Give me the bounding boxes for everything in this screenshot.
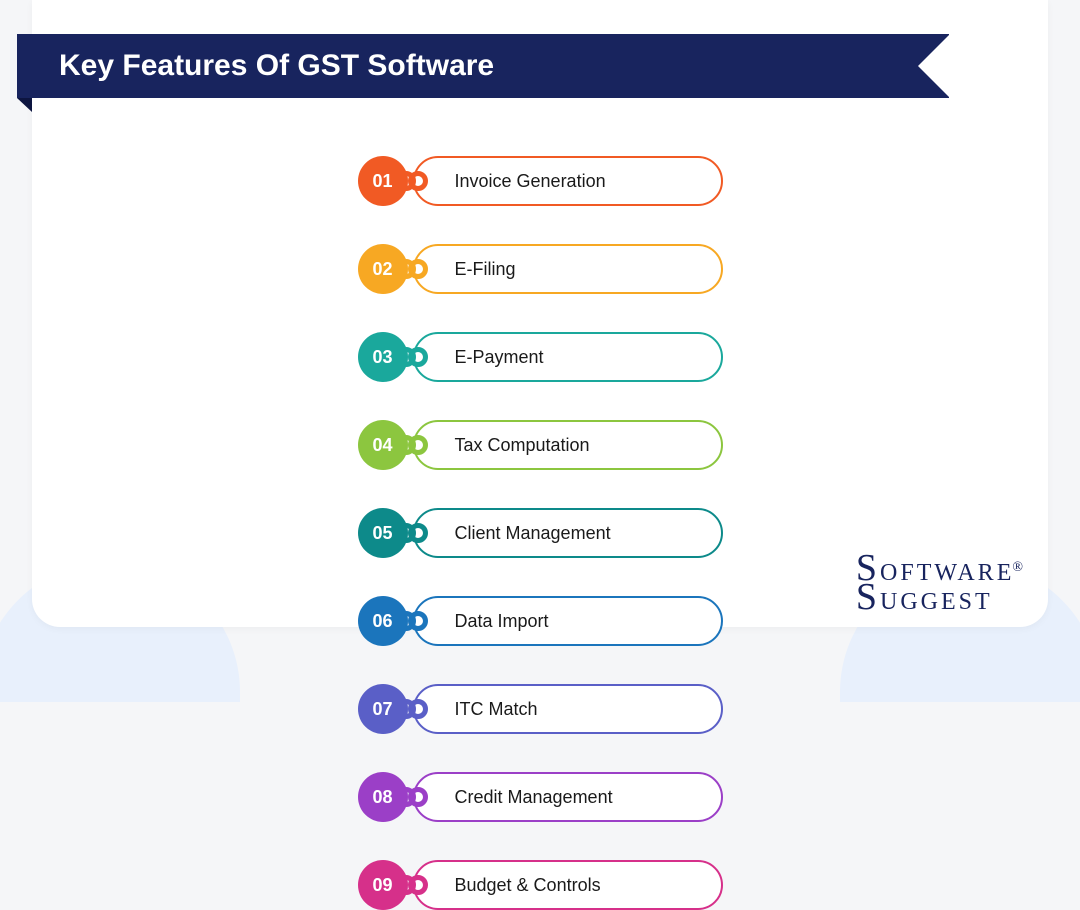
feature-number: 08: [358, 772, 408, 822]
feature-item-02: E-Filing 02: [358, 244, 723, 294]
feature-item-06: Data Import 06: [358, 596, 723, 646]
feature-label: E-Filing: [455, 259, 516, 280]
feature-item-03: E-Payment 03: [358, 332, 723, 382]
feature-number: 04: [358, 420, 408, 470]
features-grid: Invoice Generation 01 E-Filing 02 E-Payment 0…: [167, 156, 913, 910]
feature-pill-body: Budget & Controls: [413, 860, 723, 910]
feature-pill-body: Invoice Generation: [413, 156, 723, 206]
feature-pill-body: E-Filing: [413, 244, 723, 294]
title-banner: Key Features Of GST Software: [17, 34, 949, 98]
feature-item-09: Budget & Controls 09: [358, 860, 723, 910]
feature-item-07: ITC Match 07: [358, 684, 723, 734]
feature-label: Data Import: [455, 611, 549, 632]
feature-pill-body: Data Import: [413, 596, 723, 646]
feature-number: 03: [358, 332, 408, 382]
feature-label: Tax Computation: [455, 435, 590, 456]
feature-number: 01: [358, 156, 408, 206]
feature-item-01: Invoice Generation 01: [358, 156, 723, 206]
brand-logo: SOFTWARE® SUGGEST: [856, 552, 1026, 613]
feature-pill-body: Tax Computation: [413, 420, 723, 470]
page-title: Key Features Of GST Software: [59, 49, 494, 83]
feature-item-04: Tax Computation 04: [358, 420, 723, 470]
feature-pill-body: ITC Match: [413, 684, 723, 734]
feature-label: Client Management: [455, 523, 611, 544]
feature-number: 09: [358, 860, 408, 910]
feature-number: 06: [358, 596, 408, 646]
feature-label: Credit Management: [455, 787, 613, 808]
feature-item-05: Client Management 05: [358, 508, 723, 558]
feature-number: 02: [358, 244, 408, 294]
feature-pill-body: Credit Management: [413, 772, 723, 822]
logo-line2: UGGEST: [880, 589, 993, 615]
feature-label: ITC Match: [455, 699, 538, 720]
feature-pill-body: Client Management: [413, 508, 723, 558]
feature-number: 05: [358, 508, 408, 558]
main-card: Key Features Of GST Software Invoice Gen…: [32, 0, 1048, 627]
feature-number: 07: [358, 684, 408, 734]
feature-label: Invoice Generation: [455, 171, 606, 192]
feature-label: Budget & Controls: [455, 875, 601, 896]
feature-label: E-Payment: [455, 347, 544, 368]
feature-pill-body: E-Payment: [413, 332, 723, 382]
feature-item-08: Credit Management 08: [358, 772, 723, 822]
